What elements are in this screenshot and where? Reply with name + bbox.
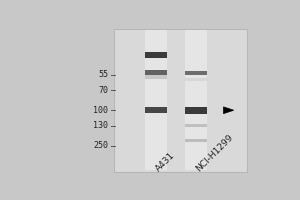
Polygon shape xyxy=(224,107,234,114)
Bar xyxy=(145,107,167,113)
Bar xyxy=(145,70,167,75)
Text: 100: 100 xyxy=(93,106,108,115)
Bar xyxy=(184,139,207,142)
Bar xyxy=(184,78,207,81)
Bar xyxy=(145,52,167,58)
Bar xyxy=(184,124,207,127)
Bar xyxy=(184,30,207,170)
Text: NCI-H1299: NCI-H1299 xyxy=(194,133,235,173)
Text: 130: 130 xyxy=(93,121,108,130)
Text: 250: 250 xyxy=(93,141,108,150)
Bar xyxy=(184,71,207,75)
Text: 55: 55 xyxy=(98,70,108,79)
Text: A431: A431 xyxy=(154,151,177,173)
Bar xyxy=(184,107,207,114)
Bar xyxy=(145,75,167,79)
Text: 70: 70 xyxy=(98,86,108,95)
Bar xyxy=(145,30,167,170)
Bar xyxy=(114,29,247,172)
